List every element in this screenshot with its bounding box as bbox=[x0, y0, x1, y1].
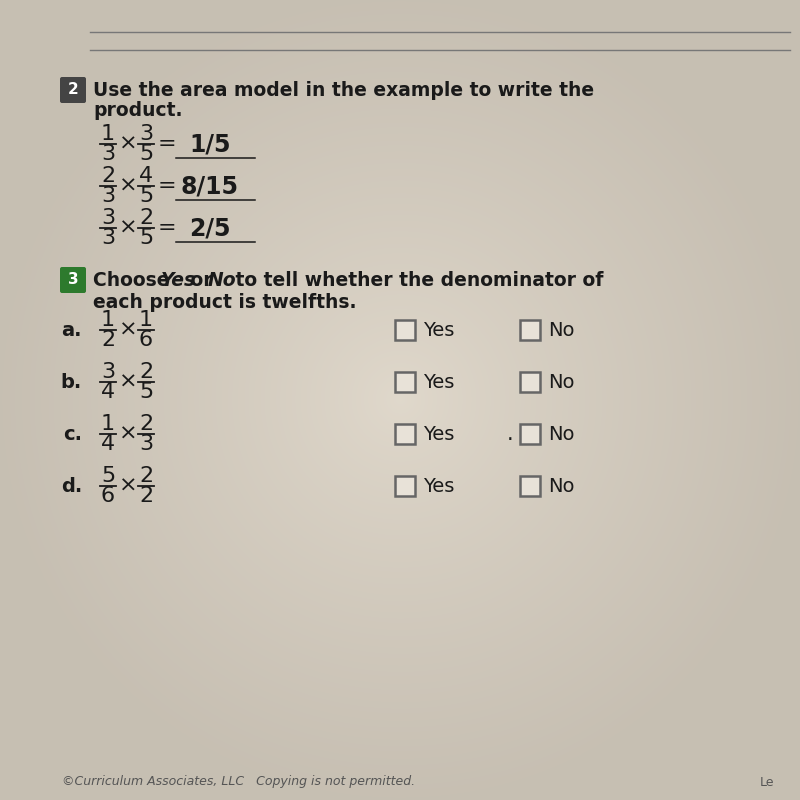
Text: ×: × bbox=[118, 424, 138, 444]
Text: 4: 4 bbox=[101, 434, 115, 454]
Text: 2: 2 bbox=[139, 486, 153, 506]
Text: 2: 2 bbox=[139, 362, 153, 382]
Text: 3: 3 bbox=[101, 228, 115, 248]
Text: ×: × bbox=[118, 320, 138, 340]
Text: 1: 1 bbox=[101, 414, 115, 434]
Text: 2: 2 bbox=[139, 208, 153, 228]
Text: 8/15: 8/15 bbox=[181, 174, 239, 198]
Text: ×: × bbox=[118, 218, 138, 238]
Text: No: No bbox=[548, 321, 574, 339]
FancyBboxPatch shape bbox=[60, 77, 86, 103]
Bar bbox=[395, 320, 415, 340]
Text: 2: 2 bbox=[101, 166, 115, 186]
Text: Yes: Yes bbox=[423, 425, 454, 443]
Text: 6: 6 bbox=[139, 330, 153, 350]
Text: =: = bbox=[158, 218, 176, 238]
Text: 4: 4 bbox=[139, 166, 153, 186]
Text: No: No bbox=[548, 477, 574, 495]
Bar bbox=[520, 476, 540, 496]
Text: 5: 5 bbox=[101, 466, 115, 486]
Text: No: No bbox=[548, 373, 574, 391]
Text: 3: 3 bbox=[68, 273, 78, 287]
Text: 5: 5 bbox=[139, 186, 153, 206]
Text: ×: × bbox=[118, 176, 138, 196]
Text: 3: 3 bbox=[139, 124, 153, 144]
Text: Yes: Yes bbox=[423, 477, 454, 495]
Text: b.: b. bbox=[61, 373, 82, 391]
Text: Yes: Yes bbox=[161, 270, 196, 290]
Text: 2: 2 bbox=[101, 330, 115, 350]
Text: 4: 4 bbox=[101, 382, 115, 402]
Text: 3: 3 bbox=[139, 434, 153, 454]
Text: ©Curriculum Associates, LLC   Copying is not permitted.: ©Curriculum Associates, LLC Copying is n… bbox=[62, 775, 415, 789]
Text: 2/5: 2/5 bbox=[190, 216, 230, 240]
Text: 5: 5 bbox=[139, 144, 153, 164]
FancyBboxPatch shape bbox=[60, 267, 86, 293]
Text: 1: 1 bbox=[139, 310, 153, 330]
Text: 3: 3 bbox=[101, 144, 115, 164]
Text: or: or bbox=[184, 270, 219, 290]
Text: Yes: Yes bbox=[423, 321, 454, 339]
Text: 5: 5 bbox=[139, 228, 153, 248]
Text: 3: 3 bbox=[101, 208, 115, 228]
Bar bbox=[520, 372, 540, 392]
Text: No: No bbox=[208, 270, 237, 290]
Text: ×: × bbox=[118, 476, 138, 496]
Text: d.: d. bbox=[61, 477, 82, 495]
Text: each product is twelfths.: each product is twelfths. bbox=[93, 293, 357, 311]
Text: =: = bbox=[158, 134, 176, 154]
Text: 2: 2 bbox=[68, 82, 78, 98]
Text: product.: product. bbox=[93, 102, 182, 121]
Text: ×: × bbox=[118, 134, 138, 154]
Bar bbox=[520, 424, 540, 444]
Text: to tell whether the denominator of: to tell whether the denominator of bbox=[229, 270, 603, 290]
Text: 1: 1 bbox=[101, 124, 115, 144]
Text: 5: 5 bbox=[139, 382, 153, 402]
Bar bbox=[395, 476, 415, 496]
Text: 2: 2 bbox=[139, 414, 153, 434]
Bar bbox=[395, 424, 415, 444]
Text: Le: Le bbox=[760, 775, 774, 789]
Text: 1/5: 1/5 bbox=[190, 132, 230, 156]
Text: 3: 3 bbox=[101, 186, 115, 206]
Text: a.: a. bbox=[62, 321, 82, 339]
Text: =: = bbox=[158, 176, 176, 196]
Text: .: . bbox=[506, 424, 514, 444]
Text: c.: c. bbox=[63, 425, 82, 443]
Text: Use the area model in the example to write the: Use the area model in the example to wri… bbox=[93, 81, 594, 99]
Text: 3: 3 bbox=[101, 362, 115, 382]
Text: Choose: Choose bbox=[93, 270, 176, 290]
Text: Yes: Yes bbox=[423, 373, 454, 391]
Text: No: No bbox=[548, 425, 574, 443]
Text: 6: 6 bbox=[101, 486, 115, 506]
Text: 1: 1 bbox=[101, 310, 115, 330]
Bar bbox=[395, 372, 415, 392]
Bar bbox=[520, 320, 540, 340]
Text: ×: × bbox=[118, 372, 138, 392]
Text: 2: 2 bbox=[139, 466, 153, 486]
